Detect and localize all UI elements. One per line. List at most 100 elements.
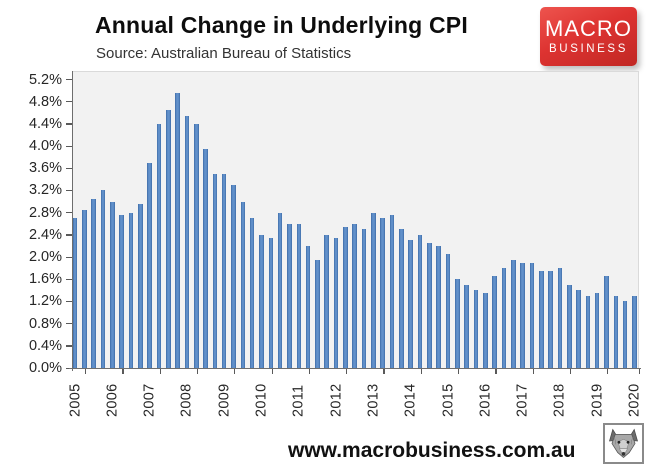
wolf-face-drawing [609, 428, 638, 459]
bar-2014-Q3 [427, 243, 432, 368]
y-tick-mark [66, 79, 73, 81]
bar-2010-Q1 [259, 234, 264, 368]
bar-2011-Q2 [305, 245, 311, 368]
y-tick-mark [66, 123, 73, 125]
bar-2017-Q3 [538, 270, 544, 368]
bar-2014-Q1 [408, 240, 413, 368]
bar-2013-Q3 [389, 215, 395, 368]
x-tick-mark [346, 369, 348, 374]
bar-2006-Q3 [128, 212, 134, 368]
x-year-label: 2010 [253, 383, 270, 417]
x-tick-mark [383, 369, 385, 374]
bar-2011-Q4 [324, 234, 330, 368]
footer-url: www.macrobusiness.com.au [288, 439, 576, 462]
chart-source: Source: Australian Bureau of Statistics [96, 45, 352, 62]
bar-2018-Q4 [585, 295, 591, 368]
bar-2014-Q2 [417, 234, 423, 368]
bar-2007-Q1 [147, 162, 152, 368]
y-tick-mark [66, 345, 73, 347]
x-year-label: 2005 [67, 383, 83, 417]
bar-2016-Q4 [510, 259, 516, 368]
x-tick-mark [420, 369, 422, 374]
x-year-label: 2015 [440, 383, 456, 417]
x-tick-mark [122, 369, 124, 374]
bar-2012-Q4 [361, 229, 367, 368]
x-tick-mark [607, 369, 609, 374]
x-year-label: 2016 [477, 383, 494, 417]
x-tick-mark [639, 369, 641, 374]
y-tick-label: 1.6% [28, 271, 62, 288]
y-tick-label: 2.4% [28, 226, 62, 243]
x-tick-mark [532, 369, 534, 374]
bar-2005-Q4 [100, 190, 106, 368]
bar-2019-Q1 [594, 293, 600, 368]
plot-area [72, 71, 639, 368]
y-tick-mark [66, 167, 73, 170]
bar-2011-Q1 [296, 223, 302, 368]
bar-2017-Q1 [520, 262, 525, 368]
bar-2015-Q3 [464, 284, 469, 368]
y-tick-label: 0.0% [28, 360, 62, 376]
y-tick-label: 2.8% [28, 204, 62, 221]
x-year-label: 2013 [365, 383, 382, 417]
bar-2018-Q3 [576, 290, 581, 368]
bar-2012-Q1 [333, 237, 339, 368]
bar-2006-Q2 [119, 215, 124, 368]
bar-2013-Q4 [399, 229, 404, 368]
bar-2016-Q3 [501, 268, 507, 368]
x-tick-mark [308, 369, 311, 374]
x-tick-mark [271, 369, 273, 374]
bar-2015-Q4 [473, 290, 479, 368]
x-year-label: 2011 [290, 384, 307, 417]
x-year-label: 2014 [402, 383, 419, 417]
y-tick-label: 3.6% [28, 160, 62, 177]
bar-2008-Q1 [184, 115, 190, 368]
bar-2018-Q1 [557, 268, 563, 368]
x-year-label: 2019 [589, 383, 606, 417]
y-tick-label: 4.0% [28, 138, 62, 155]
bar-2005-Q3 [91, 198, 96, 368]
bar-2010-Q2 [268, 237, 274, 368]
logo-text-business: BUSINESS [549, 43, 628, 55]
y-tick-mark [66, 278, 73, 281]
x-tick-mark [85, 369, 87, 374]
bar-2006-Q1 [110, 201, 115, 368]
bar-2007-Q3 [165, 110, 171, 368]
x-year-label: 2006 [104, 383, 121, 417]
bar-2012-Q2 [343, 226, 348, 368]
bar-2007-Q2 [156, 123, 162, 368]
bar-2010-Q3 [277, 212, 283, 368]
y-axis-line [72, 71, 74, 371]
y-tick-mark [66, 101, 73, 103]
x-tick-mark [458, 369, 460, 374]
bar-2017-Q2 [529, 262, 535, 368]
bar-2013-Q2 [380, 218, 386, 368]
x-axis-line [69, 368, 641, 370]
bar-2014-Q4 [436, 245, 441, 368]
bar-2009-Q1 [221, 173, 227, 368]
bar-2005-Q2 [82, 209, 87, 368]
bar-2008-Q2 [193, 123, 199, 368]
y-tick-label: 5.2% [28, 71, 62, 88]
bar-2009-Q2 [231, 184, 236, 368]
bar-2005-Q1 [72, 218, 78, 368]
bar-2006-Q4 [137, 204, 143, 368]
y-tick-mark [66, 234, 73, 236]
bar-2019-Q4 [622, 301, 628, 368]
x-year-label: 2012 [328, 383, 345, 417]
x-year-label: 2017 [514, 383, 531, 417]
y-tick-mark [66, 256, 73, 258]
x-year-label: 2009 [216, 383, 233, 417]
bar-2015-Q2 [455, 279, 460, 368]
bar-2017-Q4 [548, 270, 553, 368]
bar-2019-Q2 [604, 276, 609, 368]
x-tick-mark [495, 369, 497, 374]
y-tick-label: 1.2% [28, 293, 62, 310]
wolf-logo-icon [603, 423, 644, 464]
x-tick-mark [159, 369, 161, 374]
y-tick-mark [66, 300, 73, 303]
bar-2008-Q3 [203, 148, 208, 368]
bar-2018-Q2 [566, 284, 572, 368]
y-tick-label: 4.4% [28, 115, 62, 132]
y-tick-label: 0.4% [28, 337, 62, 354]
